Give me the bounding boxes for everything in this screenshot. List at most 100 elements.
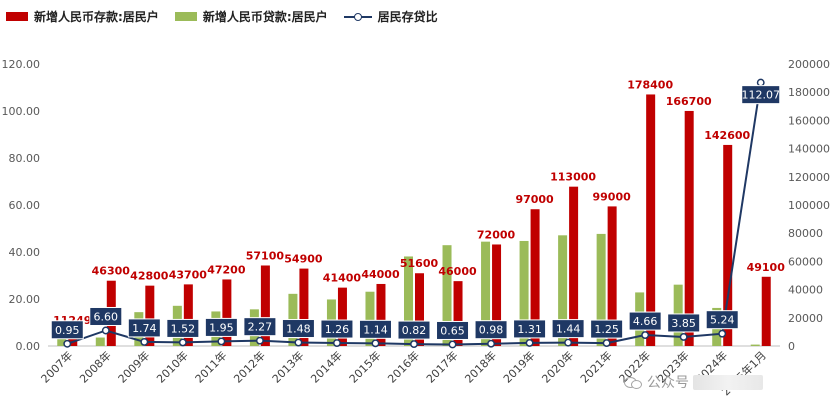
- ratio-data-label: 0.65: [440, 324, 465, 337]
- bar-deposit: [415, 273, 424, 346]
- ratio-data-label: 1.31: [517, 323, 542, 336]
- deposit-data-label: 41400: [323, 272, 362, 285]
- legend-swatch-deposit: [6, 12, 28, 21]
- y-left-tick-label: 20.00: [9, 293, 41, 306]
- ratio-point: [410, 340, 418, 349]
- deposit-data-label: 57100: [246, 249, 285, 262]
- ratio-point: [525, 338, 534, 347]
- ratio-point: [448, 340, 457, 349]
- deposit-data-label: 47200: [207, 263, 246, 276]
- ratio-point: [641, 331, 650, 339]
- deposit-data-label: 97000: [515, 193, 554, 206]
- x-tick-label: 2017年: [423, 348, 460, 385]
- watermark-text: 公众号: [647, 375, 689, 391]
- ratio-point: [332, 339, 341, 347]
- ratio-line-layer: [63, 78, 765, 349]
- deposit-data-label: 49100: [747, 261, 786, 274]
- bars-layer: [57, 94, 771, 347]
- ratio-data-label: 2.27: [248, 321, 273, 334]
- wechat-icon: [624, 375, 642, 389]
- bar-deposit: [646, 94, 656, 347]
- ratio-point: [564, 338, 573, 347]
- ratio-label-box: [474, 320, 508, 340]
- y-right-tick-label: 40000: [788, 284, 823, 297]
- deposit-data-label: 54900: [284, 253, 323, 266]
- bar-deposit: [607, 206, 617, 346]
- ratio-point: [63, 339, 72, 348]
- ratio-label-box: [166, 318, 200, 338]
- ratio-label-box: [741, 85, 781, 105]
- ratio-data-label: 0.98: [479, 324, 504, 337]
- y-right-tick-label: 80000: [788, 227, 823, 240]
- legend-item-loan: 新增人民币贷款:居民户: [174, 8, 328, 25]
- y-left-tick-label: 40.00: [9, 246, 41, 259]
- ratio-label-box: [667, 313, 701, 333]
- ratio-data-label: 3.85: [671, 317, 696, 330]
- bar-loan: [95, 337, 105, 346]
- bar-deposit: [337, 287, 347, 346]
- legend-swatch-ratio: [343, 12, 372, 21]
- ratio-data-label: 0.95: [55, 324, 80, 337]
- y-left-tick-label: 0.00: [16, 340, 41, 353]
- ratio-point: [679, 333, 688, 341]
- deposit-data-label: 166700: [666, 95, 712, 108]
- legend: 新增人民币存款:居民户 新增人民币贷款:居民户 居民存贷比: [6, 8, 454, 25]
- ratio-point: [294, 338, 303, 347]
- ratio-label-box: [89, 306, 123, 326]
- y-right-tick-label: 140000: [788, 143, 830, 156]
- bar-deposit: [145, 285, 155, 346]
- x-tick-label: 2012年: [231, 348, 268, 385]
- deposit-data-label: 142600: [704, 129, 750, 142]
- ratio-label-box: [358, 319, 392, 339]
- deposit-data-label: 72000: [477, 228, 516, 241]
- ratio-point: [756, 78, 765, 87]
- x-tick-label: 2011年: [192, 348, 229, 385]
- ratio-point: [718, 329, 727, 338]
- x-tick-label: 2013年: [269, 348, 306, 385]
- x-tick-label: 2016年: [385, 348, 422, 385]
- deposit-data-label: 51600: [400, 257, 439, 270]
- deposit-data-label: 178400: [627, 78, 673, 91]
- bar-deposit: [569, 186, 579, 346]
- y-right-tick-label: 20000: [788, 312, 823, 325]
- legend-swatch-loan: [174, 12, 197, 21]
- watermark-blurred-name: [693, 374, 763, 390]
- ratio-data-label: 1.48: [286, 323, 311, 336]
- ratio-label-box: [281, 319, 315, 339]
- y-right-tick-label: 180000: [788, 86, 830, 99]
- ratio-data-label: 0.82: [402, 324, 427, 337]
- ratio-point: [178, 338, 187, 347]
- ratio-data-label: 1.52: [171, 322, 196, 335]
- ratio-label-box: [436, 320, 470, 340]
- bar-deposit: [530, 209, 540, 346]
- legend-item-deposit: 新增人民币存款:居民户: [6, 8, 159, 25]
- ratio-point: [487, 339, 496, 348]
- bar-deposit: [299, 268, 309, 346]
- bar-deposit: [492, 244, 502, 346]
- x-tick-label: 2015年: [346, 348, 383, 385]
- ratio-point: [217, 337, 226, 346]
- deposit-data-label: 46300: [92, 265, 131, 278]
- bar-loan: [404, 256, 413, 346]
- ratio-data-label: 4.66: [633, 315, 658, 328]
- bar-deposit: [376, 283, 386, 346]
- ratio-label-box: [590, 319, 624, 339]
- ratio-label-box: [628, 311, 662, 331]
- deposit-data-label: 43700: [169, 268, 208, 281]
- y-left-tick-label: 60.00: [9, 199, 41, 212]
- ratio-data-label: 6.60: [94, 310, 119, 323]
- watermark: 公众号: [624, 372, 763, 392]
- bar-loan: [750, 344, 760, 346]
- ratio-label-box: [320, 319, 354, 339]
- ratio-line: [66, 82, 762, 346]
- y-right-tick-label: 60000: [788, 255, 823, 268]
- y-right-tick-label: 200000: [788, 58, 830, 71]
- x-tick-label: 2019年: [500, 348, 537, 385]
- ratio-point: [140, 337, 149, 346]
- ratio-label-box: [243, 317, 277, 337]
- y-right-tick-label: 0: [788, 340, 795, 353]
- y-left-tick-label: 80.00: [9, 152, 41, 165]
- ratio-point: [101, 326, 110, 335]
- legend-label-loan: 新增人民币贷款:居民户: [202, 10, 328, 24]
